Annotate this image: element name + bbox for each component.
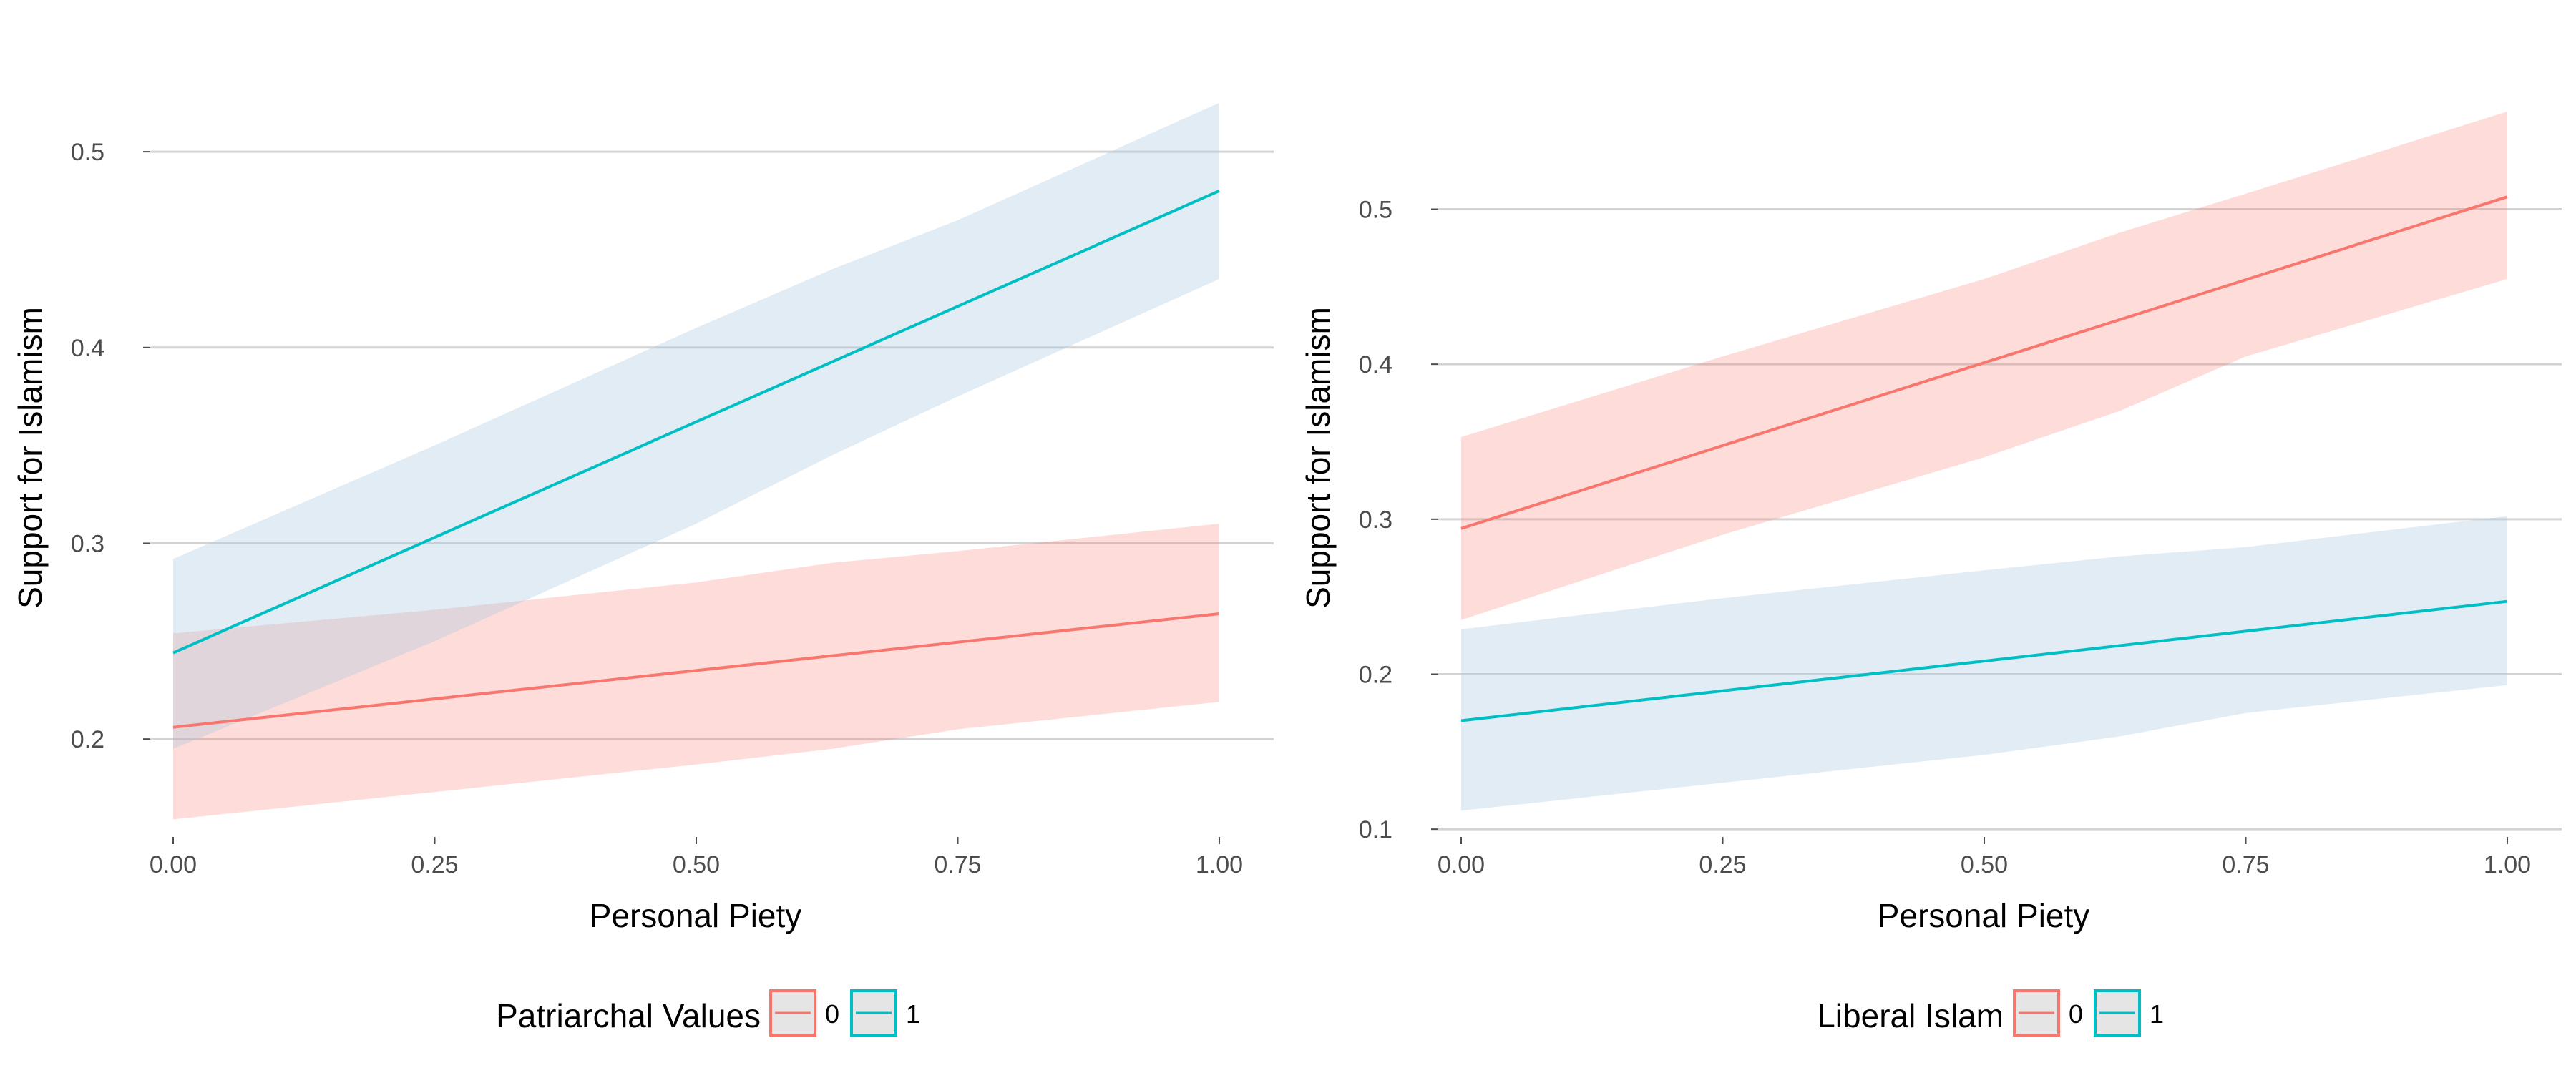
legend-label-1: 1 [2150, 999, 2164, 1029]
x-tick-label: 1.00 [2484, 851, 2531, 878]
x-tick-label: 0.00 [150, 851, 197, 878]
y-axis-title: Support for Islamism [1299, 307, 1337, 609]
series-line-0 [172, 612, 1220, 729]
legend-liberal-islam: Liberal Islam 0 1 [1817, 989, 2164, 1037]
confidence-band-1 [173, 102, 1219, 749]
x-tick-label: 0.50 [1961, 851, 2008, 878]
legend-key-1 [850, 989, 897, 1037]
legend-label-0: 0 [2069, 999, 2083, 1029]
y-tick-label: 0.3 [71, 530, 104, 557]
y-tick-label: 0.4 [71, 335, 104, 362]
y-tick-label: 0.3 [1359, 506, 1392, 534]
confidence-band-0 [1461, 112, 2507, 620]
legend-key-1 [2094, 989, 2141, 1037]
y-tick-label: 0.2 [71, 726, 104, 753]
x-axis-title: Personal Piety [590, 897, 802, 934]
legend-patriarchal: Patriarchal Values 0 1 [496, 989, 920, 1037]
x-axis-title: Personal Piety [1878, 897, 2090, 934]
legend-key-0 [2013, 989, 2060, 1037]
series-lines [1460, 195, 2508, 722]
series-line-1 [172, 189, 1220, 655]
legend-title: Liberal Islam [1817, 997, 2004, 1034]
x-tick-label: 0.75 [934, 851, 981, 878]
y-ticks: 0.2 0.3 0.4 0.5 [71, 139, 150, 753]
legend-title: Patriarchal Values [496, 997, 761, 1034]
confidence-band-1 [1461, 516, 2507, 811]
legend-key-0 [769, 989, 816, 1037]
legend-label-0: 0 [825, 999, 839, 1029]
x-ticks: 0.00 0.25 0.50 0.75 1.00 [150, 837, 1243, 878]
x-tick-label: 0.75 [2222, 851, 2269, 878]
confidence-bands [173, 102, 1219, 820]
x-tick-label: 0.25 [411, 851, 458, 878]
y-tick-label: 0.5 [1359, 197, 1392, 224]
x-ticks: 0.00 0.25 0.50 0.75 1.00 [1438, 837, 2531, 878]
series-line-0 [1460, 195, 2508, 530]
legend-label-1: 1 [906, 999, 920, 1029]
y-axis-title: Support for Islamism [11, 307, 49, 609]
gridlines [150, 150, 1274, 740]
y-tick-label: 0.1 [1359, 816, 1392, 843]
x-tick-label: 0.50 [673, 851, 720, 878]
y-ticks: 0.1 0.2 0.3 0.4 0.5 [1359, 197, 1438, 843]
x-tick-label: 0.00 [1438, 851, 1485, 878]
chart-panel-liberal-islam: 0.1 0.2 0.3 0.4 0.5 0.00 0.25 0.50 0.75 1.00 Per… [1299, 112, 2562, 1037]
x-tick-label: 1.00 [1196, 851, 1243, 878]
gridlines [1438, 208, 2562, 831]
y-tick-label: 0.2 [1359, 662, 1392, 689]
series-lines [172, 189, 1220, 729]
chart-panel-patriarchal: 0.2 0.3 0.4 0.5 0.00 0.25 0.50 0.75 1.00 Person… [11, 102, 1274, 1037]
confidence-bands [1461, 112, 2507, 811]
series-line-1 [1460, 599, 2508, 722]
y-tick-label: 0.4 [1359, 351, 1392, 378]
y-tick-label: 0.5 [71, 139, 104, 166]
x-tick-label: 0.25 [1699, 851, 1746, 878]
